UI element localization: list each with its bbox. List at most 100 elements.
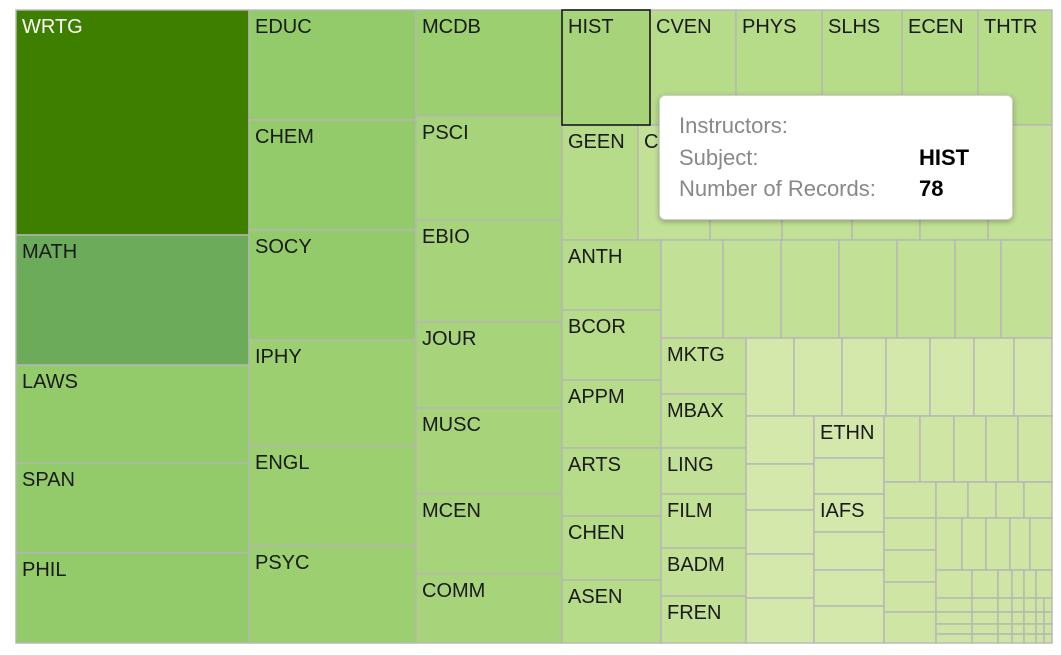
cell-small[interactable] (813, 457, 885, 495)
cell-small[interactable] (1023, 597, 1037, 613)
cell-small[interactable] (985, 415, 1019, 483)
cell-small[interactable] (973, 337, 1015, 417)
cell-small[interactable] (971, 569, 999, 599)
cell-small[interactable] (745, 463, 815, 511)
cell-small[interactable] (985, 517, 1011, 571)
cell-small[interactable] (745, 553, 815, 599)
cell-small[interactable] (745, 509, 815, 555)
cell-laws[interactable] (15, 364, 250, 464)
cell-small[interactable] (953, 415, 987, 483)
cell-small[interactable] (1011, 623, 1025, 635)
cell-jour[interactable] (415, 321, 563, 409)
cell-engl[interactable] (248, 445, 417, 547)
cell-small[interactable] (971, 597, 999, 613)
cell-small[interactable] (780, 239, 840, 339)
cell-educ[interactable] (248, 9, 417, 121)
cell-small[interactable] (961, 517, 987, 571)
cell-small[interactable] (1011, 597, 1025, 613)
cell-small[interactable] (935, 481, 969, 519)
cell-small[interactable] (813, 605, 885, 644)
cell-anth[interactable] (561, 239, 662, 311)
cell-phil[interactable] (15, 552, 250, 644)
cell-small[interactable] (838, 239, 898, 339)
cell-small[interactable] (997, 611, 1013, 625)
cell-small[interactable] (883, 481, 937, 519)
cell-iafs[interactable] (813, 493, 885, 533)
cell-film[interactable] (660, 493, 747, 549)
cell-small[interactable] (997, 633, 1013, 644)
cell-small[interactable] (745, 597, 815, 644)
cell-small[interactable] (841, 337, 887, 417)
cell-small[interactable] (1035, 611, 1045, 625)
cell-appm[interactable] (561, 379, 662, 449)
cell-psyc[interactable] (248, 545, 417, 644)
cell-small[interactable] (1011, 633, 1025, 644)
cell-small[interactable] (1035, 623, 1045, 635)
cell-small[interactable] (971, 633, 999, 644)
cell-small[interactable] (1043, 633, 1053, 644)
cell-small[interactable] (883, 611, 937, 644)
cell-small[interactable] (885, 337, 931, 417)
cell-ethn[interactable] (813, 415, 885, 459)
cell-small[interactable] (1011, 611, 1025, 625)
cell-small[interactable] (883, 415, 921, 483)
cell-mktg[interactable] (660, 337, 747, 395)
cell-small[interactable] (935, 569, 973, 599)
cell-small[interactable] (1023, 633, 1037, 644)
cell-small[interactable] (1043, 597, 1053, 613)
cell-small[interactable] (935, 633, 973, 644)
cell-small[interactable] (971, 623, 999, 635)
cell-small[interactable] (883, 549, 937, 583)
cell-small[interactable] (997, 597, 1013, 613)
cell-small[interactable] (1043, 623, 1053, 635)
cell-small[interactable] (813, 531, 885, 571)
cell-small[interactable] (1035, 597, 1045, 613)
cell-small[interactable] (919, 415, 955, 483)
cell-small[interactable] (1023, 611, 1037, 625)
cell-small[interactable] (935, 623, 973, 635)
cell-arts[interactable] (561, 447, 662, 517)
cell-small[interactable] (935, 597, 973, 613)
cell-small[interactable] (1029, 517, 1053, 571)
cell-small[interactable] (883, 517, 937, 551)
cell-small[interactable] (1023, 481, 1053, 519)
cell-small[interactable] (1013, 337, 1053, 417)
cell-fren[interactable] (660, 595, 747, 644)
cell-small[interactable] (896, 239, 956, 339)
cell-chem[interactable] (248, 119, 417, 231)
cell-small[interactable] (813, 569, 885, 607)
cell-small[interactable] (1023, 623, 1037, 635)
cell-ebio[interactable] (415, 219, 563, 323)
cell-small[interactable] (1035, 633, 1045, 644)
cell-small[interactable] (745, 415, 815, 465)
cell-small[interactable] (1011, 569, 1025, 599)
cell-iphy[interactable] (248, 339, 417, 447)
cell-bcor[interactable] (561, 309, 662, 381)
cell-small[interactable] (929, 337, 975, 417)
cell-small[interactable] (971, 611, 999, 625)
cell-asen[interactable] (561, 579, 662, 644)
cell-small[interactable] (1023, 569, 1037, 599)
cell-small[interactable] (745, 337, 795, 417)
cell-small[interactable] (1017, 415, 1053, 483)
cell-mcen[interactable] (415, 493, 563, 575)
cell-small[interactable] (1035, 569, 1053, 599)
cell-small[interactable] (1009, 517, 1031, 571)
cell-small[interactable] (793, 337, 843, 417)
cell-small[interactable] (997, 569, 1013, 599)
cell-wrtg[interactable] (15, 9, 250, 236)
cell-small[interactable] (722, 239, 782, 339)
cell-small[interactable] (935, 517, 963, 571)
cell-small[interactable] (935, 611, 973, 625)
cell-small[interactable] (997, 623, 1013, 635)
cell-chen[interactable] (561, 515, 662, 581)
cell-small[interactable] (660, 239, 724, 339)
cell-small[interactable] (995, 481, 1025, 519)
cell-mbax[interactable] (660, 393, 747, 449)
cell-small[interactable] (1043, 611, 1053, 625)
cell-small[interactable] (967, 481, 997, 519)
cell-comm[interactable] (415, 573, 563, 644)
cell-small[interactable] (954, 239, 1002, 339)
cell-small[interactable] (1000, 239, 1053, 339)
